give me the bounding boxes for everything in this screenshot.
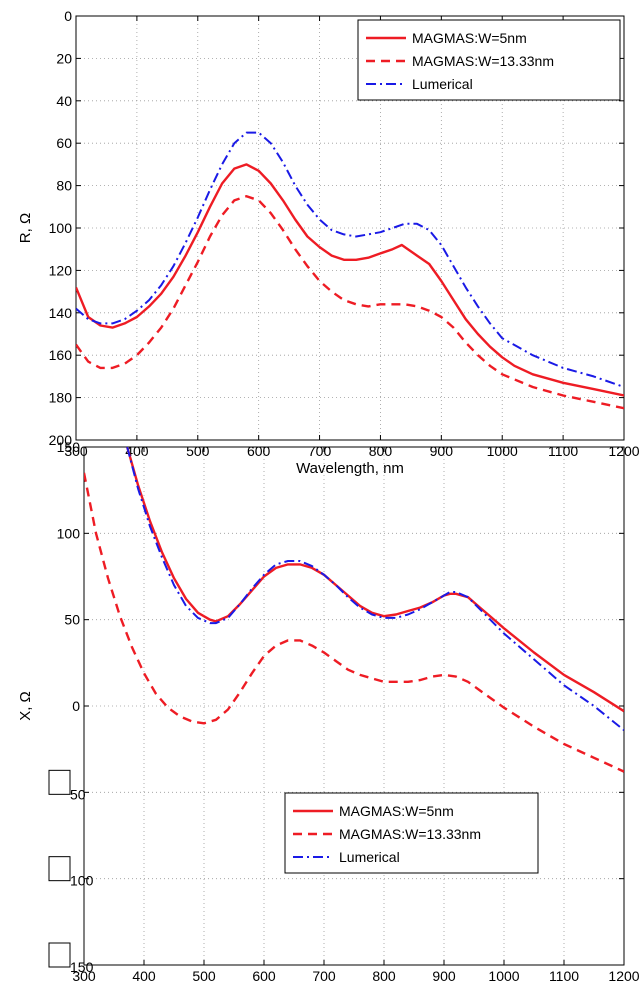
x-tick-label: 500	[186, 443, 210, 459]
y-tick-label: 50	[64, 612, 80, 628]
y-tick-label: 40	[56, 93, 72, 109]
y-tick-label: 180	[49, 390, 73, 406]
x-tick-label: 800	[369, 443, 393, 459]
legend: MAGMAS:W=5nm MAGMAS:W=13.33nm Lumerical	[357, 19, 621, 101]
y-axis-label: R, Ω	[17, 213, 34, 243]
y-tick-label: 150	[57, 439, 81, 455]
series-line-dashed	[76, 194, 624, 410]
y-tick-label: 160	[49, 347, 73, 363]
legend-entry-label: MAGMAS:W=5nm	[339, 803, 454, 819]
y-tick-label: 100	[70, 873, 94, 889]
reactance-chart: 300 400 500 600 700 800 900 1000 1100 12001501005…	[17, 439, 640, 984]
x-tick-label: 600	[247, 443, 271, 459]
y-tick-label: 50	[70, 786, 86, 802]
legend-entry-label: Lumerical	[339, 849, 400, 865]
y-tick-label: 200	[49, 432, 73, 448]
y-tick-label: 100	[49, 220, 73, 236]
y-tick-label: 80	[56, 178, 72, 194]
legend-entry-label: MAGMAS:W=13.33nm	[339, 826, 481, 842]
series-line-dashdot	[76, 131, 624, 388]
missing-glyph-box	[48, 942, 71, 968]
x-tick-label: 400	[132, 968, 156, 984]
y-tick-label: 20	[56, 50, 72, 66]
x-tick-label: 900	[432, 968, 456, 984]
x-tick-label: 700	[308, 443, 332, 459]
legend-entry-label: MAGMAS:W=13.33nm	[412, 53, 554, 69]
x-tick-label: 1100	[549, 968, 579, 984]
y-tick-label: 0	[64, 8, 72, 24]
y-tick-label: 140	[49, 305, 73, 321]
x-tick-label: 1000	[487, 443, 518, 459]
x-tick-label: 800	[372, 968, 396, 984]
y-tick-label: 100	[57, 525, 81, 541]
x-tick-label: 1100	[548, 443, 578, 459]
x-tick-label: 300	[64, 443, 88, 459]
y-axis-label: X, Ω	[17, 691, 34, 721]
y-tick-label: 120	[49, 262, 73, 278]
y-tick-label: 60	[56, 135, 72, 151]
series-line-dashed	[84, 472, 624, 773]
y-tick-label: 0	[72, 698, 80, 714]
series-line-solid	[76, 163, 624, 397]
y-tick-label: 150	[70, 959, 94, 975]
x-tick-label: 900	[430, 443, 454, 459]
x-tick-label: 600	[252, 968, 276, 984]
reflectance-resistance-chart: 300 400 500 600 700 800 900 1000 1100 12000204060…	[17, 8, 640, 477]
x-tick-label: 1000	[488, 968, 519, 984]
legend-entry-label: Lumerical	[412, 76, 473, 92]
x-tick-label: 300	[72, 968, 96, 984]
series-line-dashdot	[126, 447, 624, 731]
missing-glyph-box	[48, 856, 71, 882]
legend: MAGMAS:W=5nm MAGMAS:W=13.33nm Lumerical	[284, 792, 539, 874]
missing-glyph-box	[48, 769, 71, 795]
legend-entry-label: MAGMAS:W=5nm	[412, 30, 527, 46]
x-tick-label: 500	[192, 968, 216, 984]
x-axis-label: Wavelength, nm	[296, 460, 404, 477]
x-tick-label: 700	[312, 968, 336, 984]
x-tick-label: 1200	[608, 968, 639, 984]
